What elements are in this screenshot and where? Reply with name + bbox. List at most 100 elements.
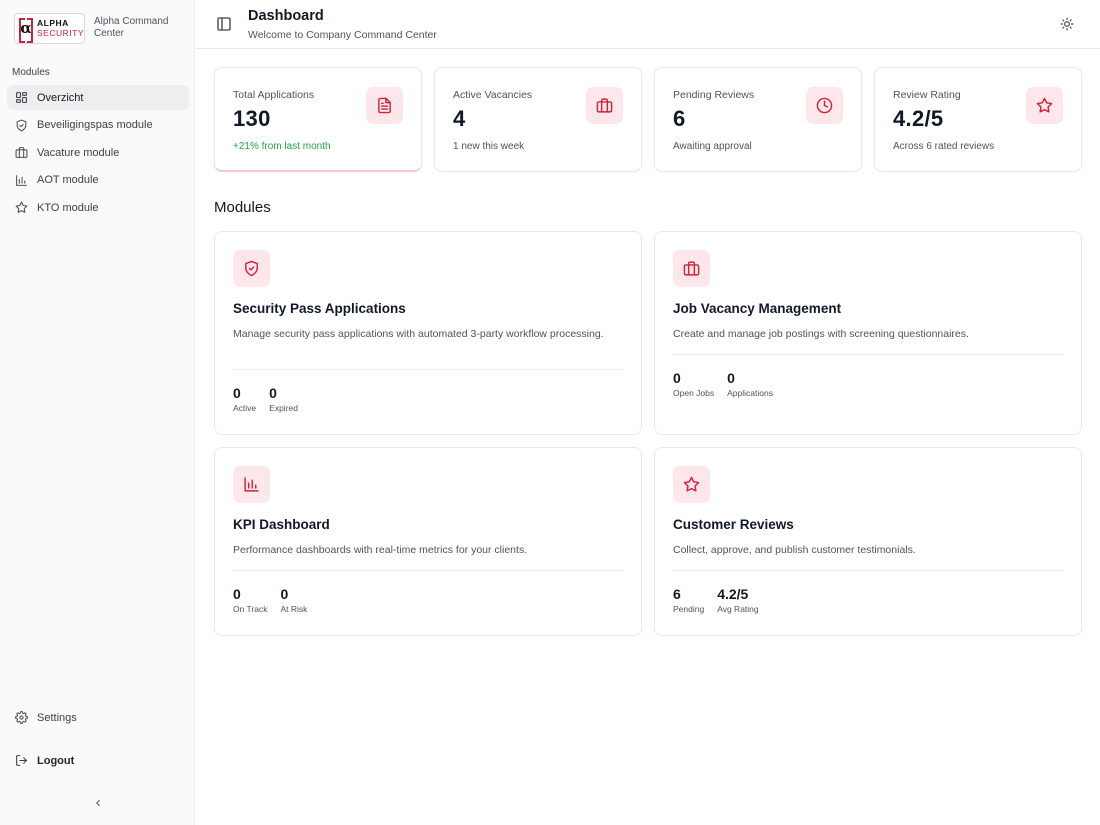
divider: [233, 369, 623, 370]
stat-note: Across 6 rated reviews: [893, 141, 995, 152]
stat-label: Total Applications: [233, 89, 315, 101]
stat-icon-box: [586, 87, 623, 124]
module-stats: 6 Pending 4.2/5 Avg Rating: [673, 586, 772, 614]
module-stat-value: 0: [673, 370, 681, 386]
module-stat-value: 0: [233, 385, 241, 401]
module-stat: 0 Expired: [269, 385, 298, 413]
sun-icon: [1060, 17, 1074, 31]
module-card-security-pass[interactable]: Security Pass Applications Manage securi…: [214, 231, 642, 435]
divider: [673, 570, 1063, 571]
module-card-kpi-dashboard[interactable]: KPI Dashboard Performance dashboards wit…: [214, 447, 642, 636]
company-logo: α ALPHA SECURITY: [14, 12, 85, 44]
stat-card-active-vacancies[interactable]: Active Vacancies 4 1 new this week: [434, 67, 642, 172]
module-stat-label: Pending: [673, 604, 705, 614]
stat-card-review-rating[interactable]: Review Rating 4.2/5 Across 6 rated revie…: [874, 67, 1082, 172]
module-stat-label: Avg Rating: [717, 604, 759, 614]
module-stat: 0 Open Jobs: [673, 370, 714, 398]
settings-label: Settings: [37, 711, 77, 724]
chevron-left-icon: [96, 799, 100, 807]
star-icon: [683, 476, 700, 492]
page-title: Dashboard: [248, 8, 324, 24]
module-stat-value: 0: [727, 370, 735, 386]
stat-note: +21% from last month: [233, 141, 331, 152]
module-stat: 0 At Risk: [280, 586, 307, 614]
module-card-customer-reviews[interactable]: Customer Reviews Collect, approve, and p…: [654, 447, 1082, 636]
sidebar-section-label: Modules: [12, 67, 50, 78]
sidebar-toggle-button[interactable]: [216, 16, 232, 32]
module-stat-label: Expired: [269, 403, 298, 413]
stat-value: 4: [453, 106, 466, 131]
module-stat-label: Active: [233, 403, 257, 413]
module-stat: 0 Active: [233, 385, 256, 413]
module-stat-value: 6: [673, 586, 681, 602]
logout-button[interactable]: Logout: [7, 748, 189, 773]
module-stat-value: 0: [233, 586, 241, 602]
logo-text-line1: ALPHA: [37, 18, 69, 28]
stat-icon-box: [366, 87, 403, 124]
module-description: Performance dashboards with real-time me…: [233, 544, 528, 556]
sidebar-item-vacature[interactable]: Vacature module: [7, 140, 189, 165]
sidebar-footer: Settings: [7, 705, 189, 730]
module-icon-box: [233, 250, 270, 287]
sidebar: α ALPHA SECURITY Alpha Command Center Mo…: [0, 0, 195, 825]
module-icon-box: [233, 466, 270, 503]
module-stat: 0 On Track: [233, 586, 267, 614]
star-icon: [15, 201, 28, 213]
sidebar-item-label: AOT module: [37, 174, 99, 186]
stat-value: 4.2/5: [893, 106, 944, 131]
module-card-job-vacancy[interactable]: Job Vacancy Management Create and manage…: [654, 231, 1082, 435]
briefcase-icon: [596, 98, 613, 113]
bar-chart-icon: [244, 477, 259, 492]
page-header: Dashboard Welcome to Company Command Cen…: [196, 0, 1100, 49]
module-title: KPI Dashboard: [233, 517, 330, 532]
document-icon: [378, 97, 391, 114]
stat-icon-box: [806, 87, 843, 124]
module-description: Create and manage job postings with scre…: [673, 328, 969, 340]
module-icon-box: [673, 466, 710, 503]
module-stat-label: At Risk: [280, 604, 308, 614]
sidebar-item-overzicht[interactable]: Overzicht: [7, 85, 189, 110]
module-stat: 4.2/5 Avg Rating: [717, 586, 758, 614]
module-stat-value: 0: [269, 385, 277, 401]
collapse-sidebar-button[interactable]: [90, 795, 106, 811]
logout-icon: [16, 755, 27, 766]
module-stat: 6 Pending: [673, 586, 704, 614]
grid-icon: [16, 92, 27, 103]
theme-toggle-button[interactable]: [1060, 17, 1074, 31]
app-name: Alpha Command Center: [94, 16, 169, 39]
module-stat: 0 Applications: [727, 370, 773, 398]
settings-link[interactable]: Settings: [7, 705, 189, 730]
modules-heading: Modules: [214, 199, 271, 216]
star-icon: [1036, 97, 1053, 113]
panel-left-icon: [217, 17, 231, 31]
stat-label: Pending Reviews: [673, 89, 755, 101]
divider: [233, 570, 623, 571]
stat-label: Review Rating: [893, 89, 961, 101]
sidebar-item-label: Overzicht: [37, 91, 84, 104]
stat-note: Awaiting approval: [673, 141, 752, 152]
sidebar-item-kto[interactable]: KTO module: [7, 195, 189, 220]
stat-note: 1 new this week: [453, 141, 525, 152]
module-stats: 0 Active 0 Expired: [233, 385, 311, 413]
sidebar-item-label: Beveiligingspas module: [37, 119, 153, 131]
bar-chart-icon: [16, 174, 27, 186]
clock-icon: [816, 97, 833, 114]
page-subtitle: Welcome to Company Command Center: [248, 29, 437, 41]
stat-icon-box: [1026, 87, 1063, 124]
briefcase-icon: [683, 261, 700, 276]
sidebar-logout: Logout: [7, 748, 189, 773]
sidebar-item-label: Vacature module: [37, 146, 120, 159]
stat-card-pending-reviews[interactable]: Pending Reviews 6 Awaiting approval: [654, 67, 862, 172]
brand[interactable]: α ALPHA SECURITY Alpha Command Center: [14, 12, 194, 44]
module-title: Customer Reviews: [673, 517, 794, 532]
divider: [673, 354, 1063, 355]
module-icon-box: [673, 250, 710, 287]
sidebar-item-aot[interactable]: AOT module: [7, 168, 189, 193]
module-stat-label: Open Jobs: [673, 388, 715, 398]
sidebar-item-beveiligingspas[interactable]: Beveiligingspas module: [7, 113, 189, 138]
stat-value: 130: [233, 106, 271, 131]
logo-mark: α: [19, 17, 34, 43]
sidebar-item-label: KTO module: [37, 201, 99, 214]
stat-card-total-applications[interactable]: Total Applications 130 +21% from last mo…: [214, 67, 422, 172]
module-title: Security Pass Applications: [233, 301, 406, 316]
